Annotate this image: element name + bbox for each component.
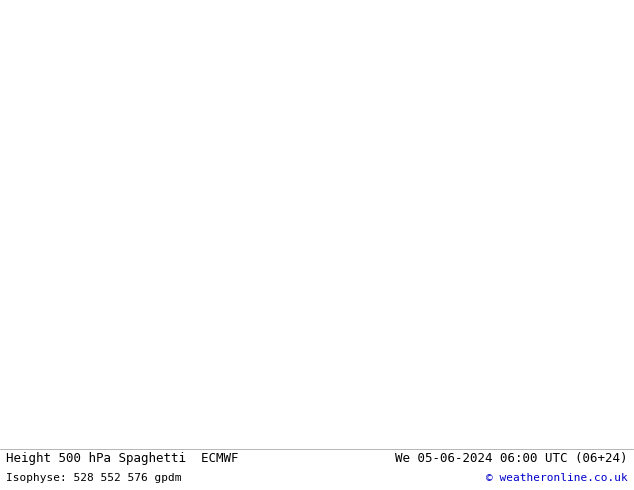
Text: © weatheronline.co.uk: © weatheronline.co.uk	[486, 473, 628, 483]
Text: We 05-06-2024 06:00 UTC (06+24): We 05-06-2024 06:00 UTC (06+24)	[395, 452, 628, 465]
Text: Height 500 hPa Spaghetti  ECMWF: Height 500 hPa Spaghetti ECMWF	[6, 452, 239, 465]
Text: Isophyse: 528 552 576 gpdm: Isophyse: 528 552 576 gpdm	[6, 473, 182, 483]
